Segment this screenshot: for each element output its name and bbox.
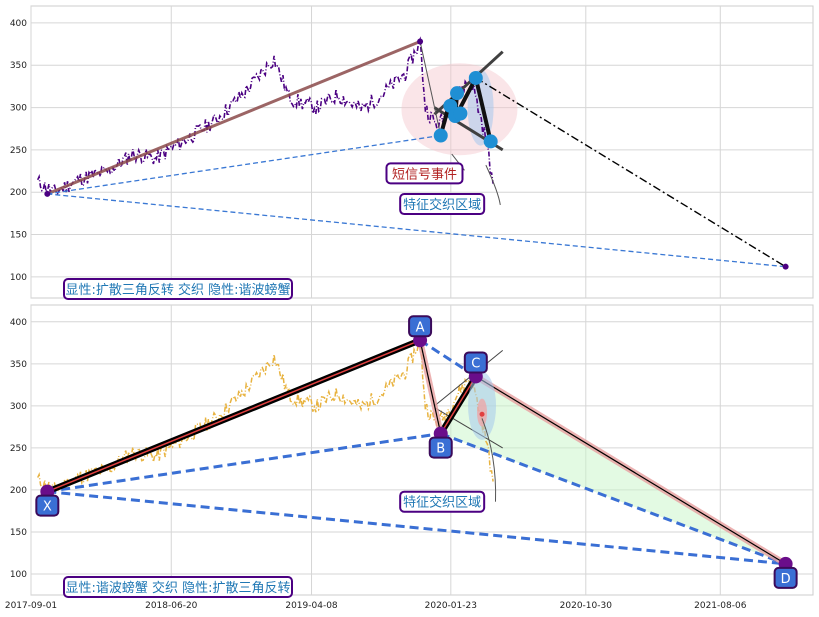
top-ytick-label: 350 [10,61,27,71]
bottom-pattern-title-box [63,576,293,598]
bottom-xtick-label: 2018-06-20 [145,601,198,611]
top-drop-line [419,41,442,136]
bottom-harmonic-dashed-BD [440,432,787,566]
top-endpoint-marker [782,263,789,270]
top-projection-line [475,77,786,268]
top-pattern-title: 显性:扩散三角反转 交织 隐性:谐波螃蟹 [65,282,290,298]
bottom-point-label-A: A [416,320,425,335]
bottom-bcd-fill [440,376,786,564]
bottom-xtick-label: 2021-08-06 [694,601,747,611]
top-ytick-label: 100 [10,273,27,283]
bottom-point-label-box-A [408,315,433,338]
bottom-point-label-C: C [471,356,480,371]
bottom-price-series [37,335,494,494]
bottom-triangle-lower [434,407,503,449]
bottom-leg-AB [419,340,442,434]
top-support-line [47,134,441,195]
top-endpoint-marker [44,190,51,197]
bottom-xtick-label: 2020-10-30 [560,601,613,611]
bottom-annotation-zone-box [399,490,486,513]
top-signal-marker [450,86,465,101]
bottom-leg-center-XA [47,339,421,493]
bottom-arrow-zone [481,418,497,502]
bottom-point-label-X: X [43,500,52,515]
top-signal-marker [433,128,448,143]
bottom-ytick-label: 150 [10,528,27,538]
top-pattern-leg [46,40,421,196]
bottom-annotation-zone: 特征交织区域 [403,495,481,511]
bottom-xtick-label: 2020-01-23 [425,601,477,611]
panel-bottom-chart: 100 150 200 250 300 350 400 2017-09-01 2018-06-2… [5,304,814,611]
top-annotation-zone-box [399,193,486,216]
bottom-point-label-box-C [463,351,488,374]
top-ytick-label: 150 [10,231,27,241]
top-ytick-label: 250 [10,146,27,156]
bottom-point-label-B: B [436,442,445,457]
top-price-series [36,36,494,196]
bottom-zone-dot [479,411,485,417]
bottom-leg-center-BC [440,376,477,435]
bottom-pattern-title: 显性:谐波螃蟹 交织 隐性:扩散三角反转 [65,580,290,596]
top-ytick-label: 400 [10,19,27,29]
bottom-harmonic-dashed-XB [47,432,441,494]
bottom-point-label-D: D [781,572,791,587]
bottom-ytick-label: 200 [10,486,27,496]
bottom-point-label-box-X [35,494,60,517]
bottom-point-label-box-D [773,566,798,589]
top-pattern-title-box [63,278,293,300]
top-pattern-baseline [47,193,786,268]
top-signal-marker [468,70,483,85]
bottom-ytick-label: 250 [10,444,27,454]
top-signal-marker [453,106,468,121]
bottom-leg-CD [475,375,786,565]
bottom-point-label-box-B [428,436,453,459]
top-arrow-zone [485,164,501,205]
top-annotation-zone: 特征交织区域 [403,197,481,213]
top-annotation-short-signal-box [385,162,464,185]
bottom-ytick-label: 100 [10,570,27,580]
top-signal-marker [483,134,498,149]
panel-top-chart: 100 150 200 250 300 350 400 短信号事件特征交织区域显性:扩散三角反… [10,5,814,300]
bottom-xtick-label: 2017-09-01 [5,601,57,611]
top-annotation-short-signal: 短信号事件 [392,167,457,182]
bottom-ytick-label: 300 [10,402,27,412]
bottom-triangle-upper [434,350,504,407]
top-endpoint-marker [417,38,424,45]
top-ytick-label: 300 [10,104,27,114]
bottom-xtick-label: 2019-04-08 [285,601,338,611]
top-ytick-label: 200 [10,188,27,198]
bottom-harmonic-dashed-XD [47,490,786,566]
bottom-ytick-label: 400 [10,318,27,328]
bottom-harmonic-dashed-AC [419,339,477,378]
bottom-ytick-label: 350 [10,360,27,370]
